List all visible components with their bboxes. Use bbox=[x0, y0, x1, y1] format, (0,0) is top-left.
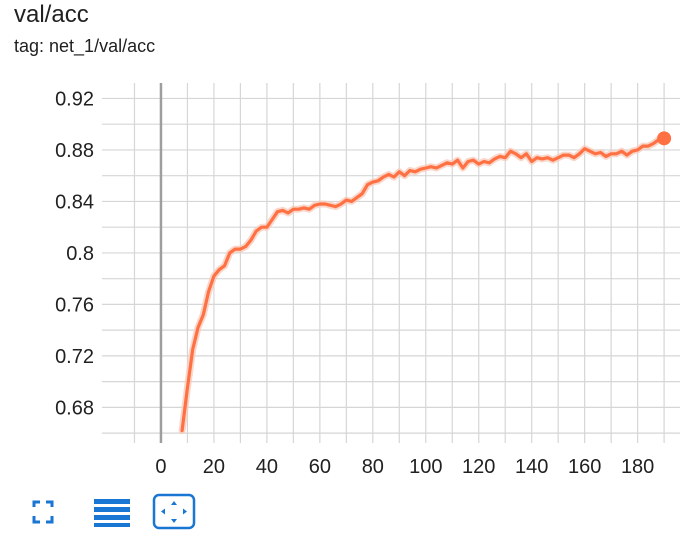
toggle-log-scale-button[interactable] bbox=[92, 492, 136, 532]
x-tick-label: 20 bbox=[203, 456, 225, 478]
x-tick-label: 160 bbox=[568, 456, 601, 478]
chart-title: val/acc bbox=[14, 1, 89, 28]
fullscreen-icon bbox=[32, 500, 54, 524]
x-tick-label: 120 bbox=[462, 456, 495, 478]
x-tick-label: 0 bbox=[155, 456, 166, 478]
x-tick-label: 40 bbox=[256, 456, 278, 478]
y-tick-label: 0.72 bbox=[55, 346, 94, 368]
fullscreen-button[interactable] bbox=[20, 492, 64, 532]
x-tick-label: 140 bbox=[515, 456, 548, 478]
axis-tick-labels: 0 20 40 60 80 100 120 140 160 180 0.68 0.72 0.76 0.8 0… bbox=[55, 88, 654, 478]
x-tick-label: 100 bbox=[409, 456, 442, 478]
y-tick-label: 0.8 bbox=[66, 243, 94, 265]
toggle-log-scale-icon bbox=[94, 499, 130, 527]
x-tick-label: 60 bbox=[309, 456, 331, 478]
series-raw-band bbox=[178, 134, 668, 435]
fit-domain-icon bbox=[152, 493, 196, 530]
y-tick-label: 0.68 bbox=[55, 397, 94, 419]
chart-tag: tag: net_1/val/acc bbox=[14, 36, 156, 56]
series-end-point[interactable] bbox=[657, 131, 672, 146]
x-tick-label: 180 bbox=[621, 456, 654, 478]
series-layer bbox=[178, 131, 672, 435]
y-tick-label: 0.84 bbox=[55, 191, 94, 213]
y-tick-label: 0.92 bbox=[55, 88, 94, 110]
fit-domain-button[interactable] bbox=[152, 492, 196, 532]
series-line bbox=[180, 136, 666, 433]
y-tick-label: 0.76 bbox=[55, 294, 94, 316]
x-tick-label: 80 bbox=[362, 456, 384, 478]
y-tick-label: 0.88 bbox=[55, 140, 94, 162]
